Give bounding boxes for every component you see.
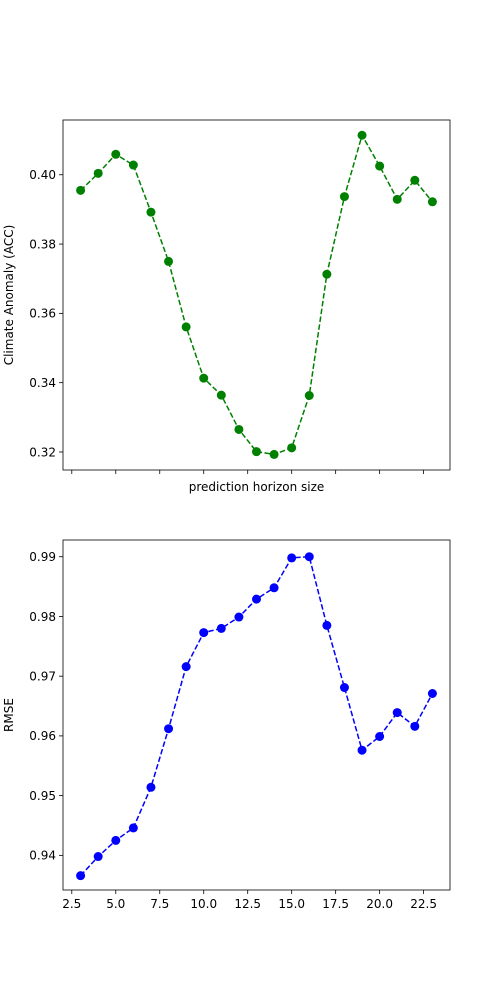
data-point [93, 168, 103, 178]
data-point [304, 390, 314, 400]
data-point [287, 553, 297, 563]
data-point [199, 628, 209, 638]
y-tick-label: 0.96 [29, 729, 56, 743]
y-tick-label: 0.32 [29, 445, 56, 459]
data-point [216, 390, 226, 400]
x-axis-label: prediction horizon size [189, 480, 325, 494]
y-tick-label: 0.95 [29, 789, 56, 803]
axes-frame [62, 539, 451, 891]
plot-panels: 0.32 0.34 0.36 0.38 0.40 prediction horizon s… [2, 119, 451, 911]
data-point [128, 823, 138, 833]
data-point [111, 835, 121, 845]
series-line-1 [80, 133, 433, 456]
x-tick-label: 2.5 [62, 897, 81, 911]
data-point [76, 185, 86, 195]
data-point [146, 782, 156, 792]
data-point [427, 688, 437, 698]
data-point [234, 612, 244, 622]
data-point [410, 175, 420, 185]
chart-panel-2: 2.5 5.0 7.5 10.0 12.5 15.0 17.5 20.0 22.5 0.94 0.9… [2, 539, 451, 911]
y-tick-label: 0.40 [29, 168, 56, 182]
y-axis-label: Climate Anomaly (ACC) [2, 225, 16, 366]
data-point [252, 447, 261, 457]
x-tick-label: 10.0 [190, 897, 217, 911]
y-axis-label: RMSE [2, 698, 16, 732]
y-tick-label: 0.98 [29, 610, 56, 624]
data-point [304, 552, 314, 562]
data-point [392, 708, 402, 718]
x-tick-label: 22.5 [410, 897, 437, 911]
data-point [375, 161, 385, 171]
data-point [339, 683, 349, 693]
x-tick-label: 5.0 [106, 897, 125, 911]
y-tick-label: 0.97 [29, 669, 56, 683]
y-tick-label: 0.38 [29, 237, 56, 251]
data-point [234, 424, 244, 434]
data-point [339, 192, 349, 202]
axes-frame [62, 119, 451, 471]
data-point [322, 269, 332, 279]
data-point [287, 443, 297, 453]
x-tick-label: 15.0 [278, 897, 305, 911]
data-point [392, 194, 402, 204]
chart-panel-1: 0.32 0.34 0.36 0.38 0.40 prediction horizon s… [2, 119, 451, 494]
x-tick-label: 20.0 [366, 897, 393, 911]
x-tick-label: 12.5 [234, 897, 261, 911]
x-tick-label: 17.5 [322, 897, 349, 911]
data-point [76, 871, 86, 881]
data-point [410, 721, 420, 731]
x-tick-label: 7.5 [150, 897, 169, 911]
data-point [181, 662, 191, 672]
y-tick-label: 0.36 [29, 307, 56, 321]
data-point [146, 207, 156, 217]
data-point [269, 449, 279, 459]
data-point [164, 724, 174, 734]
data-point [181, 322, 191, 332]
data-point [199, 373, 209, 383]
data-point [357, 130, 367, 140]
data-point [128, 160, 138, 170]
y-tick-label: 0.99 [29, 550, 56, 564]
data-point [216, 623, 226, 633]
y-tick-label: 0.34 [29, 376, 56, 390]
data-point [93, 852, 103, 862]
data-point [427, 197, 437, 207]
data-point [252, 594, 261, 604]
data-point [357, 745, 367, 755]
data-point [269, 583, 279, 593]
data-point [111, 149, 121, 159]
data-point [322, 620, 332, 630]
data-point [375, 732, 385, 742]
y-tick-label: 0.94 [29, 849, 56, 863]
data-point [164, 256, 174, 266]
